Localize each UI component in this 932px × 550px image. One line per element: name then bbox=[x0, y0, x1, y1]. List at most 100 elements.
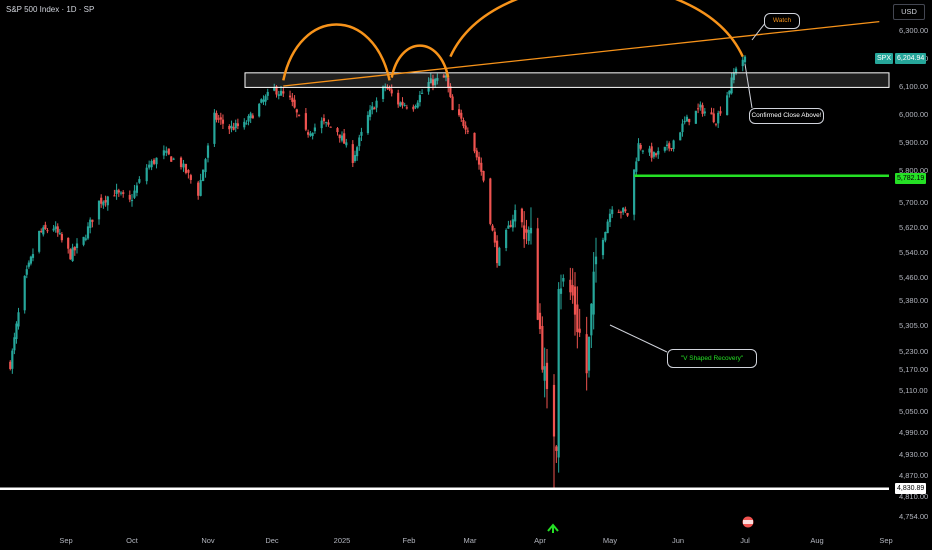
candle-body bbox=[654, 153, 658, 156]
candle-body bbox=[418, 95, 421, 103]
candle-body bbox=[451, 96, 454, 111]
candle-body bbox=[557, 289, 560, 458]
candle-body bbox=[741, 59, 744, 67]
candle-body bbox=[601, 239, 605, 256]
spx-symbol-tag: SPX bbox=[875, 53, 894, 64]
candle-body bbox=[322, 118, 326, 122]
spx-last-price-tag: 6,204.94 bbox=[895, 53, 927, 64]
candle-body bbox=[199, 179, 202, 196]
time-tick-label: Aug bbox=[810, 536, 823, 545]
candle-body bbox=[309, 133, 312, 136]
candle-body bbox=[102, 201, 105, 206]
candle-body bbox=[293, 99, 296, 108]
candle-body bbox=[732, 72, 735, 81]
candle-body bbox=[86, 226, 90, 239]
candle-body bbox=[260, 99, 263, 103]
candle-body bbox=[327, 122, 330, 125]
candle-body bbox=[145, 167, 148, 182]
candle-body bbox=[641, 150, 645, 152]
candle-body bbox=[366, 115, 370, 134]
candle-body bbox=[679, 132, 682, 141]
candle-body bbox=[13, 337, 16, 351]
price-tick-label: 6,000.00 bbox=[899, 110, 928, 119]
candle-body bbox=[688, 118, 691, 123]
time-tick-label: Jun bbox=[672, 536, 684, 545]
candle-body bbox=[520, 208, 524, 223]
price-tick-label: 5,380.00 bbox=[899, 296, 928, 305]
candle-body bbox=[401, 101, 404, 106]
candle-body bbox=[358, 137, 361, 147]
candle-body bbox=[562, 277, 565, 282]
candle-body bbox=[52, 228, 55, 231]
candle-body bbox=[460, 112, 463, 119]
candle-body bbox=[523, 225, 526, 240]
candle-body bbox=[343, 133, 346, 144]
price-tick-label: 5,540.00 bbox=[899, 248, 928, 257]
candle-body bbox=[338, 134, 341, 139]
candle-body bbox=[54, 226, 57, 229]
candle-body bbox=[493, 231, 496, 243]
candle-body bbox=[206, 145, 210, 158]
candle-body bbox=[442, 75, 445, 78]
candle-body bbox=[133, 190, 136, 198]
candle-body bbox=[569, 279, 572, 293]
candle-body bbox=[619, 211, 623, 213]
candle-body bbox=[128, 194, 131, 200]
candle-body bbox=[243, 121, 246, 128]
time-axis[interactable]: Sep Oct Nov Dec 2025 Feb Mar Apr May Jun Jul Aug Sep bbox=[59, 516, 893, 546]
price-axis[interactable]: 6,300.006,200.006,100.006,000.005,900.00… bbox=[899, 26, 928, 521]
candle-body bbox=[527, 229, 530, 241]
time-tick-label: Nov bbox=[201, 536, 215, 545]
candle-body bbox=[712, 113, 715, 123]
candle-body bbox=[726, 95, 729, 116]
candle-body bbox=[449, 86, 452, 97]
time-tick-label: Sep bbox=[59, 536, 72, 545]
candle-body bbox=[495, 240, 499, 264]
orange-arc bbox=[390, 44, 450, 78]
candle-body bbox=[277, 94, 280, 96]
candle-body bbox=[182, 163, 185, 168]
candle-body bbox=[663, 146, 666, 151]
candle-body bbox=[650, 146, 653, 158]
candle-body bbox=[507, 225, 510, 229]
candle-body bbox=[587, 336, 591, 371]
candle-body bbox=[236, 123, 239, 127]
candle-body bbox=[536, 228, 539, 320]
candle-body bbox=[368, 109, 372, 117]
candle-body bbox=[69, 249, 72, 260]
candle-body bbox=[434, 79, 437, 86]
time-tick-label: Dec bbox=[265, 536, 279, 545]
candle-body bbox=[701, 105, 704, 114]
price-tick-label: 6,300.00 bbox=[899, 26, 928, 35]
candle-body bbox=[375, 100, 378, 108]
candle-body bbox=[555, 446, 558, 451]
price-tick-label: 5,230.00 bbox=[899, 347, 928, 356]
candle-body bbox=[46, 230, 49, 232]
candle-body bbox=[371, 106, 374, 110]
candle-body bbox=[230, 125, 233, 128]
candle-body bbox=[384, 86, 387, 88]
price-tick-label: 4,930.00 bbox=[899, 450, 928, 459]
price-tick-label: 4,870.00 bbox=[899, 471, 928, 480]
confirmed-close-note[interactable]: Confirmed Close Above! bbox=[749, 108, 824, 124]
candle-body bbox=[117, 190, 120, 193]
candle-body bbox=[60, 234, 63, 241]
candle-body bbox=[420, 92, 424, 94]
candle-body bbox=[9, 361, 12, 369]
candle-body bbox=[275, 86, 278, 95]
currency-button[interactable]: USD bbox=[893, 4, 925, 20]
symbol-title[interactable]: S&P 500 Index · 1D · SP bbox=[6, 5, 95, 14]
candle-body bbox=[56, 226, 59, 233]
candle-body bbox=[578, 328, 581, 333]
candle-body bbox=[608, 213, 612, 223]
v-shaped-recovery-note[interactable]: "V Shaped Recovery" bbox=[667, 349, 757, 368]
up-arrow-icon bbox=[547, 523, 559, 533]
price-tick-label: 5,460.00 bbox=[899, 273, 928, 282]
candle-body bbox=[291, 97, 294, 102]
time-tick-label: Oct bbox=[126, 536, 139, 545]
candle-body bbox=[475, 150, 478, 158]
candle-body bbox=[681, 123, 684, 133]
watch-note[interactable]: Watch bbox=[764, 13, 800, 29]
candle-body bbox=[464, 125, 467, 130]
